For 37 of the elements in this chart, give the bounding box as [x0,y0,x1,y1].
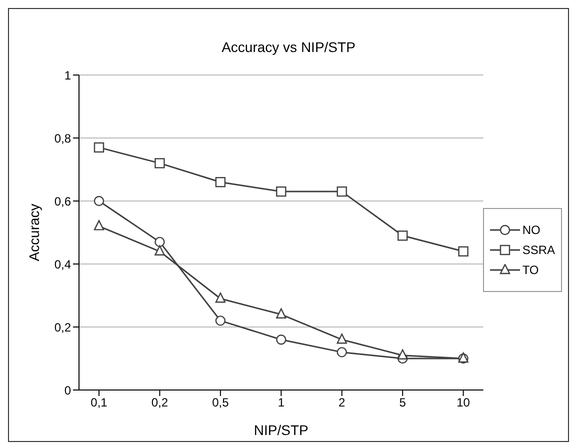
point [94,196,104,206]
point [215,177,226,188]
y-tick-label: 0,6 [54,194,72,208]
x-axis-title: NIP/STP [254,422,308,438]
point [397,349,408,360]
x-tick-label: 10 [456,396,470,410]
point [336,186,347,197]
x-tick-label: 0,5 [212,396,230,410]
y-axis-title: Accuracy [26,204,42,262]
y-tick-label: 1 [64,68,72,82]
legend-label: SSRA [522,243,555,257]
y-tick-label: 0,2 [54,320,72,334]
point [154,245,165,256]
y-tick-label: 0,8 [54,131,72,146]
point [154,158,165,168]
y-tick-label: 0 [64,383,72,398]
x-tick-label: 1 [278,396,285,410]
point [397,230,408,241]
x-tick-label: 0,2 [151,396,168,410]
point [336,334,347,344]
point [94,220,104,230]
point [154,236,165,248]
chart-title: Accuracy vs NIP/STP [220,39,356,55]
point [215,316,226,326]
point [94,142,104,153]
point [276,308,286,318]
point [276,186,286,197]
point [336,347,347,358]
legend-label: TO [522,263,539,277]
x-tick-label: 0,1 [90,396,108,410]
point [458,246,468,256]
point [276,334,286,345]
x-tick-label: 2 [338,396,346,410]
legend-label: NO [522,223,540,237]
x-tick-label: 5 [399,396,406,410]
y-tick-label: 0,4 [54,257,72,272]
point [215,292,226,303]
